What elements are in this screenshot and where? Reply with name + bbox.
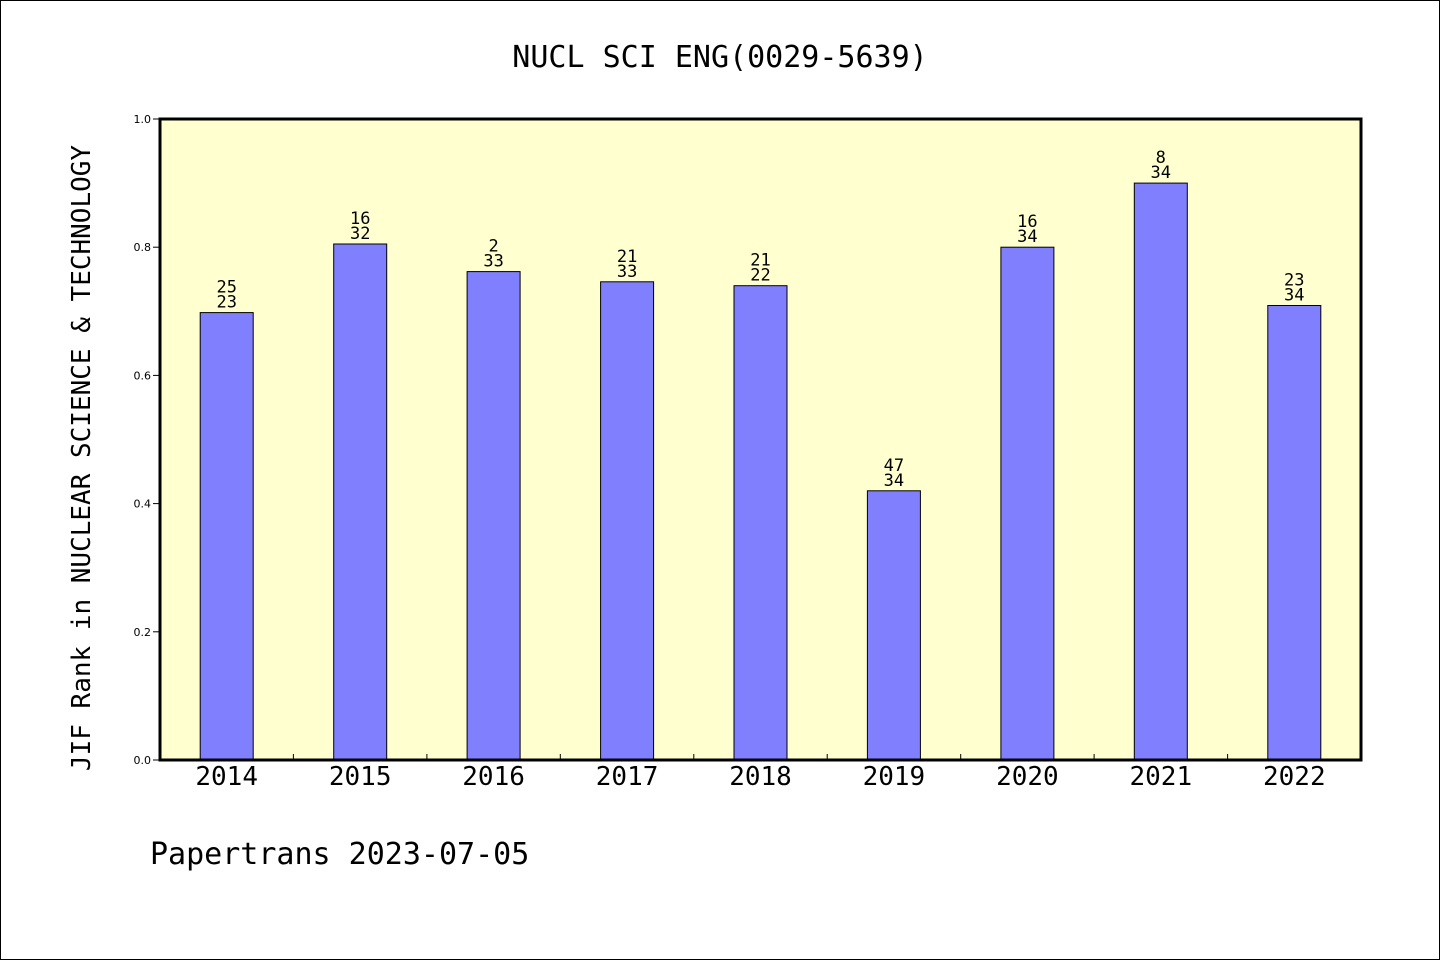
bar-label-total-2017: 33 xyxy=(617,262,637,282)
bar-label-rank-2021: 8 xyxy=(1156,148,1166,168)
bar-label-total-2014: 23 xyxy=(216,293,236,313)
bar-label-total-2018: 22 xyxy=(750,266,770,286)
bar-label-rank-2015: 16 xyxy=(350,209,370,229)
bar-label-rank-2017: 21 xyxy=(617,247,637,267)
y-axis-label: JIF Rank in NUCLEAR SCIENCE & TECHNOLOGY xyxy=(67,145,97,771)
bar-2022 xyxy=(1267,305,1322,761)
y-tick-label-0.8: 0.8 xyxy=(134,241,152,254)
x-tick-label-2018: 2018 xyxy=(729,762,792,792)
bar-label-total-2016: 33 xyxy=(483,252,503,272)
y-tick-label-0.0: 0.0 xyxy=(134,754,152,767)
plot-border xyxy=(158,117,1363,762)
bar-2014 xyxy=(199,312,254,761)
bar-label-total-2020: 34 xyxy=(1017,227,1037,247)
bars-group xyxy=(199,182,1322,761)
y-tick-label-0.4: 0.4 xyxy=(134,498,152,511)
chart-title: NUCL SCI ENG(0029-5639) xyxy=(512,40,927,75)
x-tick-label-2019: 2019 xyxy=(863,762,926,792)
bar-label-total-2019: 34 xyxy=(884,471,904,491)
y-tick-label-0.6: 0.6 xyxy=(134,369,152,382)
bar-label-rank-2022: 23 xyxy=(1284,271,1304,291)
bar-label-rank-2014: 25 xyxy=(216,278,236,298)
x-tick-label-2016: 2016 xyxy=(462,762,525,792)
footer-text: Papertrans 2023-07-05 xyxy=(150,837,529,872)
bar-2019 xyxy=(866,490,921,761)
bar-label-rank-2019: 47 xyxy=(884,456,904,476)
bar-2020 xyxy=(1000,246,1055,761)
bar-label-total-2022: 34 xyxy=(1284,286,1304,306)
x-tick-label-2014: 2014 xyxy=(195,762,258,792)
bar-2016 xyxy=(466,271,521,761)
bar-label-total-2015: 32 xyxy=(350,224,370,244)
axis-ticks-group: 2014 2015 2016 2017 2018 2019 2020 2021 2022 0.0 0… xyxy=(134,113,1326,792)
x-tick-label-2015: 2015 xyxy=(329,762,392,792)
bar-2017 xyxy=(600,281,655,761)
bar-label-rank-2020: 16 xyxy=(1017,212,1037,232)
x-tick-label-2017: 2017 xyxy=(596,762,659,792)
x-tick-label-2020: 2020 xyxy=(996,762,1059,792)
bar-2021 xyxy=(1133,182,1188,761)
x-tick-label-2021: 2021 xyxy=(1129,762,1192,792)
bar-label-total-2021: 34 xyxy=(1151,163,1171,183)
bar-label-rank-2016: 2 xyxy=(488,237,498,257)
bar-label-rank-2018: 21 xyxy=(750,251,770,271)
bar-2018 xyxy=(733,285,788,761)
y-tick-label-1.0: 1.0 xyxy=(134,113,152,126)
y-tick-label-0.2: 0.2 xyxy=(134,626,152,639)
x-tick-label-2022: 2022 xyxy=(1263,762,1326,792)
bar-2015 xyxy=(333,243,388,761)
